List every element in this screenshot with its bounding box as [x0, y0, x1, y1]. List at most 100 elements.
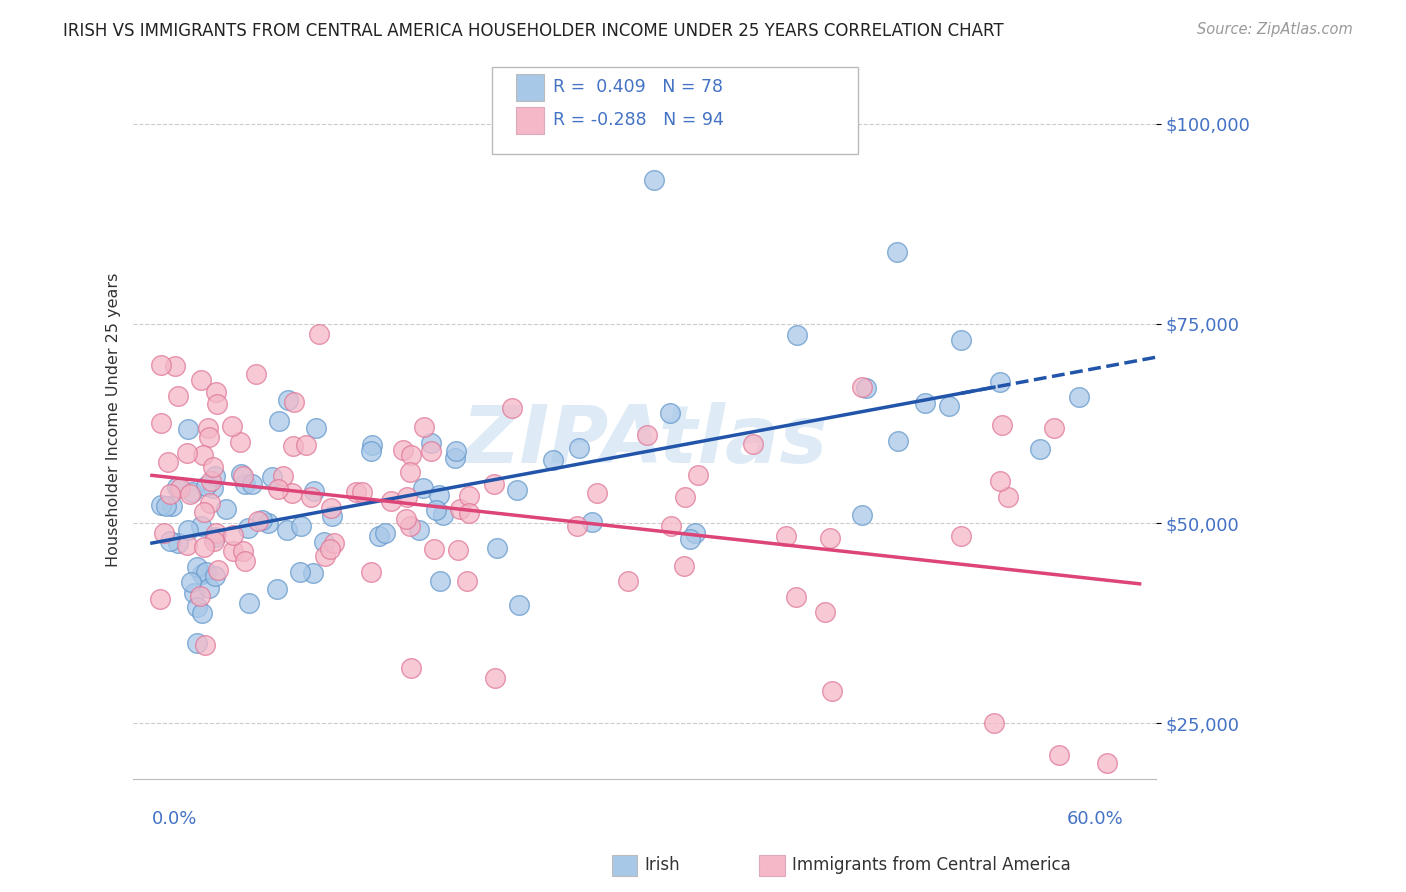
Point [256, 516, 278, 530]
Point [484, 671, 506, 685]
Point [458, 489, 481, 503]
Point [169, 481, 191, 495]
Point [456, 574, 478, 588]
Point [191, 448, 214, 462]
Point [155, 499, 177, 513]
Point [636, 428, 658, 442]
Point [568, 441, 591, 455]
Point [229, 435, 252, 450]
Point [163, 359, 186, 373]
Point [181, 485, 204, 500]
Text: R = -0.288   N = 94: R = -0.288 N = 94 [553, 112, 724, 129]
Point [305, 421, 328, 435]
Point [855, 381, 877, 395]
Point [195, 479, 218, 493]
Point [398, 466, 420, 480]
Point [988, 375, 1011, 389]
Point [207, 563, 229, 577]
Point [786, 327, 808, 342]
Point [190, 518, 212, 533]
Point [308, 326, 330, 341]
Point [938, 399, 960, 413]
Point [231, 467, 253, 482]
Point [321, 508, 343, 523]
Point [820, 531, 842, 545]
Point [395, 491, 418, 505]
Point [367, 529, 389, 543]
Point [186, 636, 208, 650]
Point [399, 448, 422, 462]
Point [350, 484, 373, 499]
Point [1029, 442, 1052, 457]
Point [449, 501, 471, 516]
Point [361, 438, 384, 452]
Point [586, 486, 609, 500]
Point [198, 496, 221, 510]
Point [166, 480, 188, 494]
Point [232, 544, 254, 558]
Point [814, 605, 837, 619]
Point [246, 514, 269, 528]
Point [1097, 756, 1119, 771]
Point [200, 474, 222, 488]
Point [1042, 421, 1064, 435]
Point [686, 467, 709, 482]
Point [149, 358, 172, 372]
Point [242, 477, 264, 491]
Point [176, 421, 198, 435]
Point [266, 582, 288, 596]
Point [204, 530, 226, 544]
Point [302, 566, 325, 580]
Point [319, 542, 342, 557]
Point [302, 484, 325, 499]
Point [186, 560, 208, 574]
Point [271, 468, 294, 483]
Text: 0.0%: 0.0% [152, 810, 197, 828]
Point [419, 436, 441, 450]
Text: Irish: Irish [644, 856, 679, 874]
Point [232, 468, 254, 483]
Point [194, 565, 217, 579]
Point [299, 490, 322, 504]
Point [685, 526, 707, 541]
Point [295, 438, 318, 452]
Point [565, 519, 588, 533]
Point [420, 443, 443, 458]
Point [205, 397, 228, 411]
Point [176, 538, 198, 552]
Point [851, 508, 873, 522]
Point [1047, 748, 1070, 763]
Y-axis label: Householder Income Under 25 years: Householder Income Under 25 years [107, 272, 121, 566]
Point [429, 574, 451, 588]
Point [193, 505, 215, 519]
Point [617, 574, 640, 588]
Point [198, 581, 221, 595]
Point [236, 521, 259, 535]
Point [785, 591, 807, 605]
Point [149, 499, 172, 513]
Point [991, 417, 1014, 432]
Point [183, 586, 205, 600]
Point [821, 684, 844, 698]
Point [380, 494, 402, 508]
Text: ZIPAtlas: ZIPAtlas [461, 402, 827, 480]
Point [177, 523, 200, 537]
Point [166, 388, 188, 402]
Point [949, 528, 972, 542]
Point [395, 512, 418, 526]
Text: 60.0%: 60.0% [1067, 810, 1123, 828]
Text: Source: ZipAtlas.com: Source: ZipAtlas.com [1197, 22, 1353, 37]
Point [425, 502, 447, 516]
Point [323, 536, 346, 550]
Point [190, 373, 212, 387]
Point [222, 528, 245, 542]
Point [157, 455, 180, 469]
Point [508, 598, 530, 612]
Point [201, 481, 224, 495]
Point [250, 513, 273, 527]
Point [775, 529, 797, 543]
Point [202, 459, 225, 474]
Text: Immigrants from Central America: Immigrants from Central America [792, 856, 1070, 874]
Point [197, 420, 219, 434]
Point [374, 526, 396, 541]
